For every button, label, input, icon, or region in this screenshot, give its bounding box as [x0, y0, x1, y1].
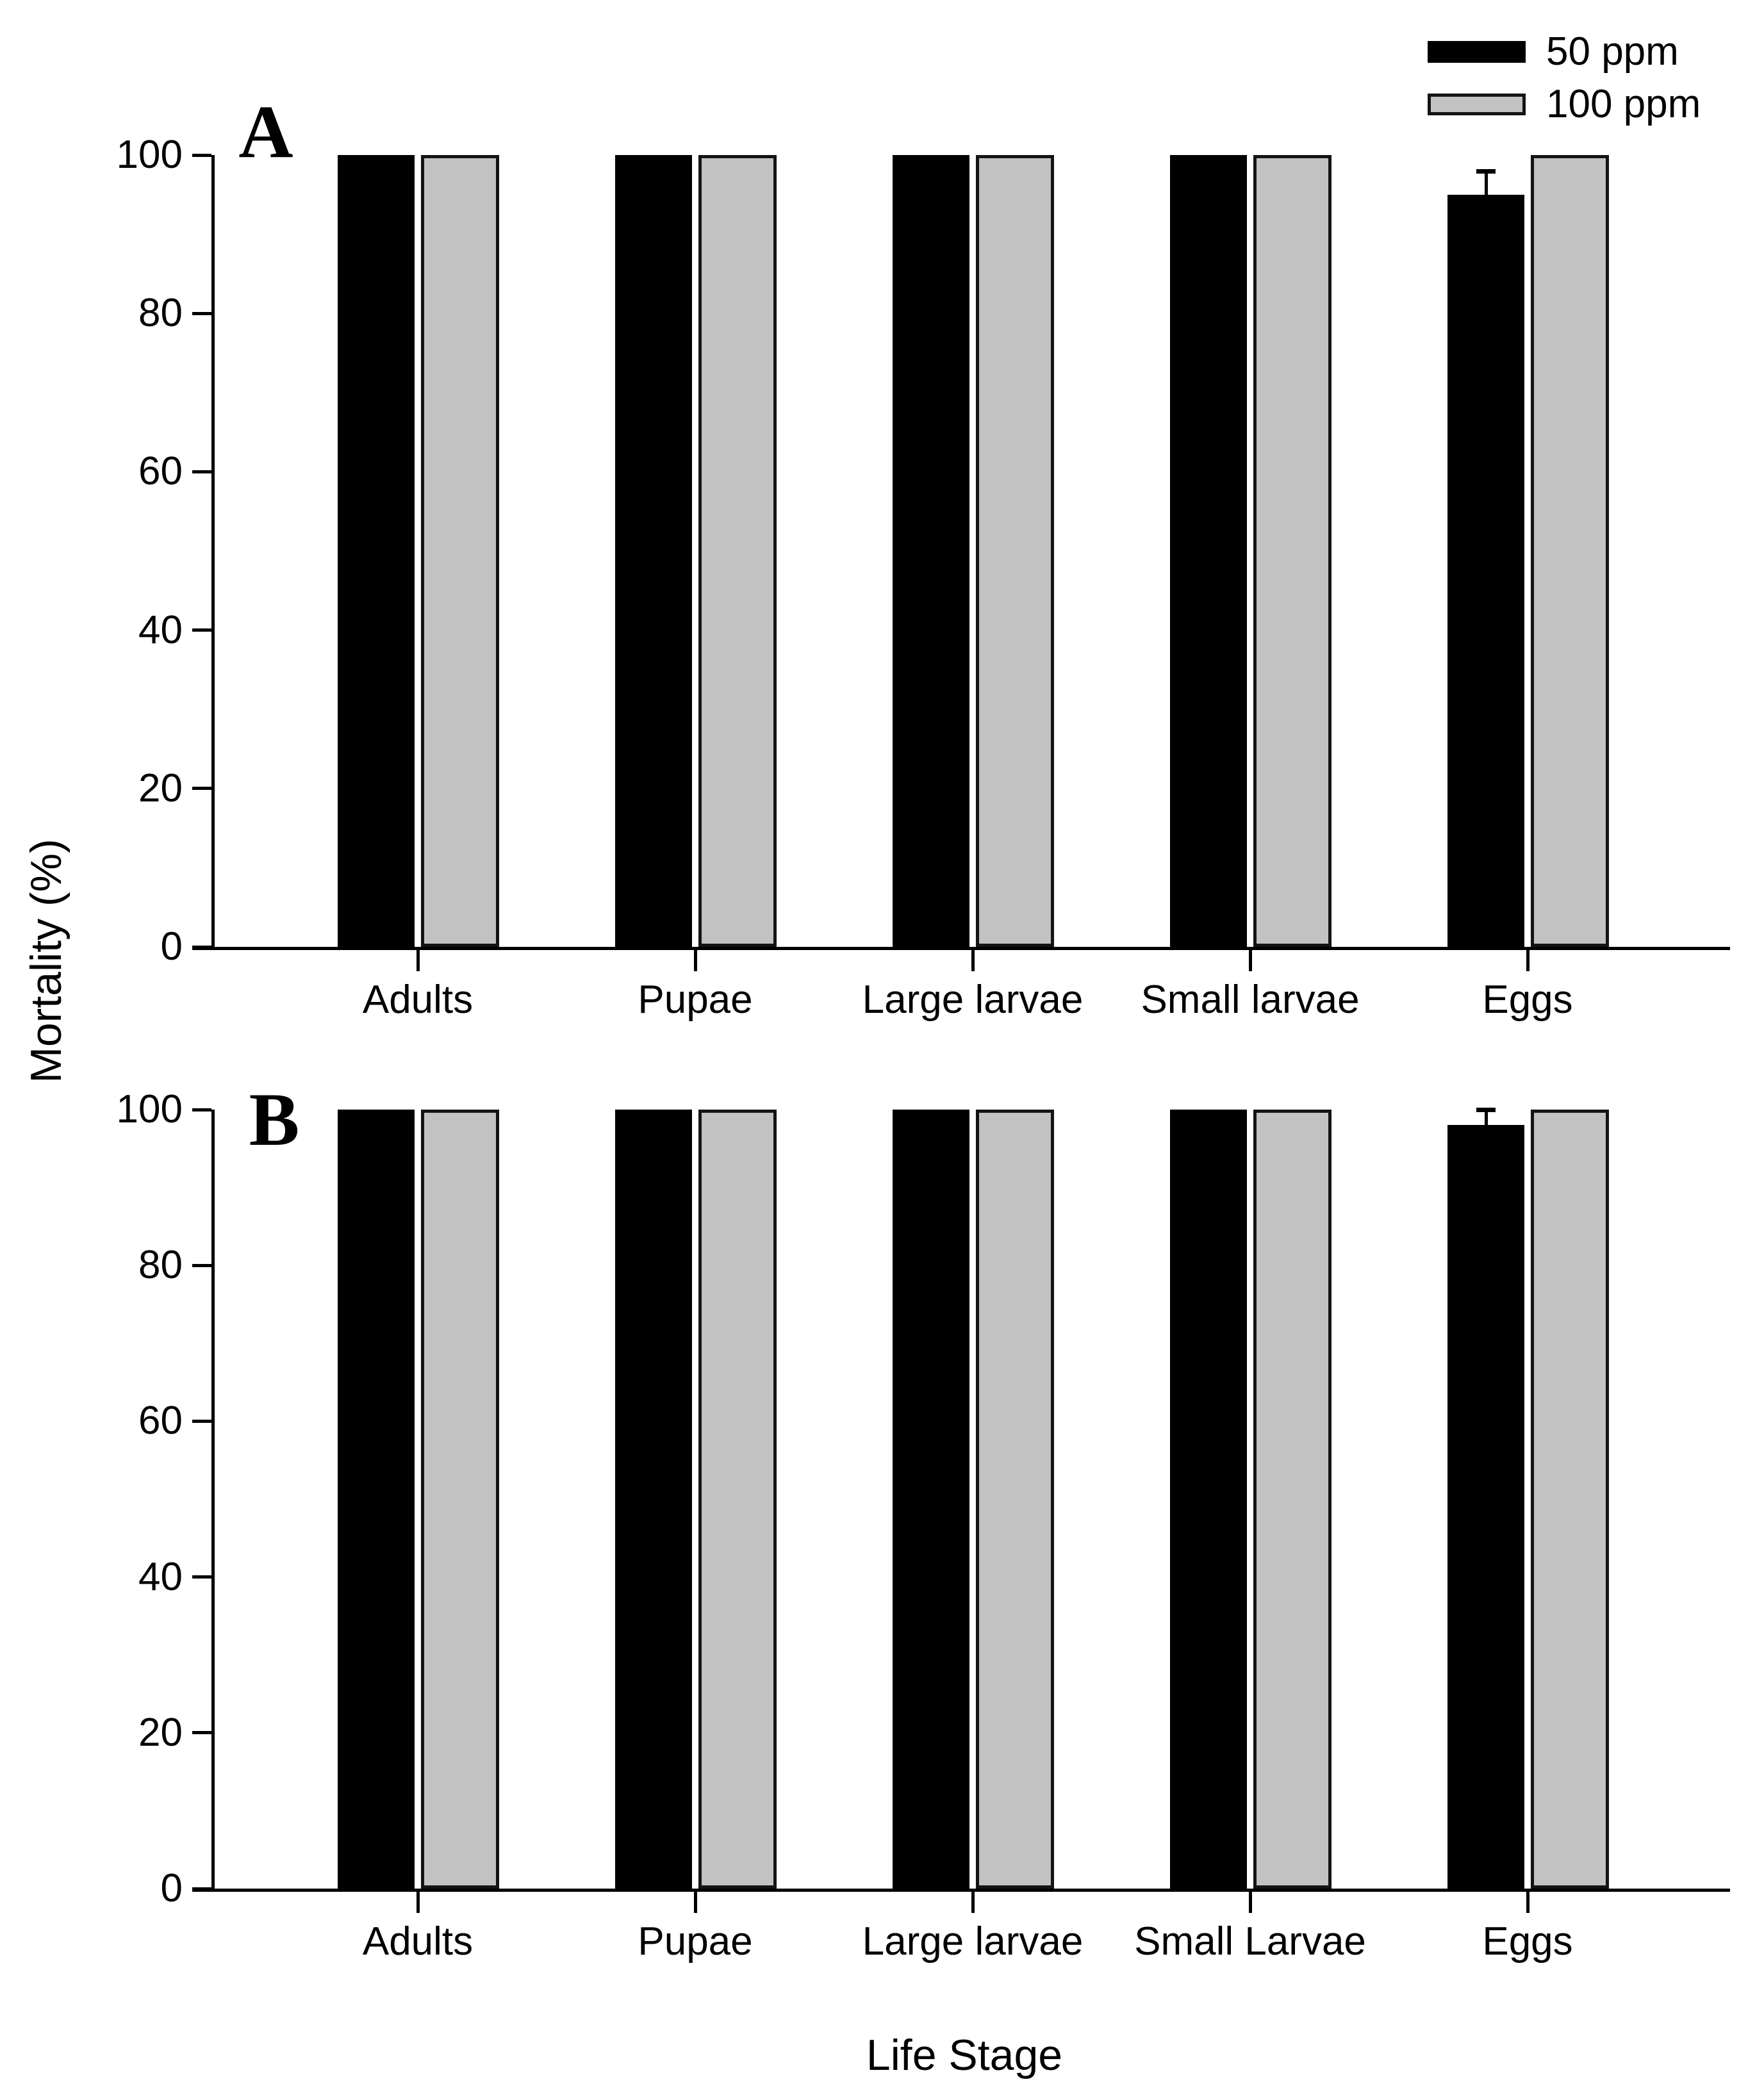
x-tick — [1526, 950, 1530, 971]
legend: 50 ppm 100 ppm — [1428, 26, 1701, 131]
category-label: Adults — [362, 978, 474, 1022]
bar-50ppm — [1447, 194, 1524, 947]
x-tick — [416, 950, 420, 971]
bar-100ppm — [976, 1110, 1054, 1889]
y-tick-label: 20 — [138, 1710, 183, 1755]
bar-50ppm — [615, 155, 692, 947]
y-tick — [192, 1263, 211, 1267]
y-tick — [192, 153, 211, 157]
y-axis-line — [211, 155, 215, 947]
x-tick — [1248, 1892, 1252, 1913]
y-tick-label: 100 — [116, 1087, 183, 1131]
panel-letter: A — [238, 90, 293, 174]
x-tick — [693, 950, 697, 971]
y-tick-label: 80 — [138, 291, 183, 336]
y-tick — [192, 628, 211, 632]
y-tick-label: 0 — [160, 924, 183, 969]
y-tick — [192, 1731, 211, 1735]
category-label: Eggs — [1482, 1919, 1573, 1964]
category-label: Large larvae — [862, 1919, 1084, 1964]
category-label: Small Larvae — [1134, 1919, 1366, 1964]
bar-100ppm — [421, 155, 499, 947]
bar-100ppm — [698, 1110, 777, 1889]
category-label: Pupae — [638, 1919, 753, 1964]
y-tick — [192, 1887, 211, 1891]
bar-50ppm — [615, 1110, 692, 1889]
category-label: Adults — [362, 1919, 474, 1964]
y-tick-label: 40 — [138, 1554, 183, 1599]
y-tick-label: 100 — [116, 133, 183, 177]
category-label: Eggs — [1482, 978, 1573, 1022]
y-tick — [192, 1419, 211, 1423]
legend-swatch-50ppm-icon — [1428, 41, 1526, 63]
y-tick — [192, 470, 211, 473]
legend-label-100ppm: 100 ppm — [1546, 82, 1701, 126]
x-tick — [1526, 1892, 1530, 1913]
x-tick — [971, 1892, 975, 1913]
x-tick — [693, 1892, 697, 1913]
bar-100ppm — [1253, 1110, 1332, 1889]
category-label: Large larvae — [862, 978, 1084, 1022]
y-tick-label: 80 — [138, 1243, 183, 1288]
x-axis-title: Life Stage — [866, 2031, 1063, 2079]
x-tick — [1248, 950, 1252, 971]
y-axis-title: Mortality (%) — [22, 839, 70, 1083]
bar-50ppm — [338, 1110, 415, 1889]
y-tick — [192, 945, 211, 949]
category-label: Small larvae — [1141, 978, 1360, 1022]
error-bar-stem — [1484, 170, 1488, 195]
bar-50ppm — [1170, 1110, 1247, 1889]
error-bar-cap — [1476, 168, 1496, 174]
y-tick — [192, 787, 211, 791]
y-tick-label: 20 — [138, 766, 183, 810]
bar-100ppm — [1531, 1110, 1609, 1889]
legend-label-50ppm: 50 ppm — [1546, 29, 1679, 74]
x-axis-line — [192, 1889, 1730, 1892]
bar-100ppm — [1253, 155, 1332, 947]
y-tick-label: 60 — [138, 449, 183, 494]
legend-item-50ppm: 50 ppm — [1428, 26, 1701, 78]
bar-100ppm — [1531, 155, 1609, 947]
bar-50ppm — [893, 1110, 969, 1889]
x-axis-line — [192, 947, 1730, 950]
error-bar-stem — [1484, 1110, 1488, 1126]
x-tick — [971, 950, 975, 971]
bar-50ppm — [338, 155, 415, 947]
bar-50ppm — [1170, 155, 1247, 947]
y-tick-label: 0 — [160, 1866, 183, 1910]
bar-50ppm — [893, 155, 969, 947]
legend-item-100ppm: 100 ppm — [1428, 78, 1701, 131]
y-tick — [192, 1108, 211, 1112]
y-tick — [192, 1575, 211, 1579]
legend-swatch-100ppm-icon — [1428, 94, 1526, 115]
bar-100ppm — [698, 155, 777, 947]
error-bar-cap — [1476, 1108, 1496, 1112]
y-tick — [192, 311, 211, 315]
y-tick-label: 40 — [138, 607, 183, 652]
bar-100ppm — [421, 1110, 499, 1889]
y-axis-line — [211, 1110, 215, 1889]
category-label: Pupae — [638, 978, 753, 1022]
bar-50ppm — [1447, 1125, 1524, 1889]
bar-100ppm — [976, 155, 1054, 947]
panel-letter: B — [249, 1078, 300, 1161]
x-tick — [416, 1892, 420, 1913]
y-tick-label: 60 — [138, 1399, 183, 1443]
